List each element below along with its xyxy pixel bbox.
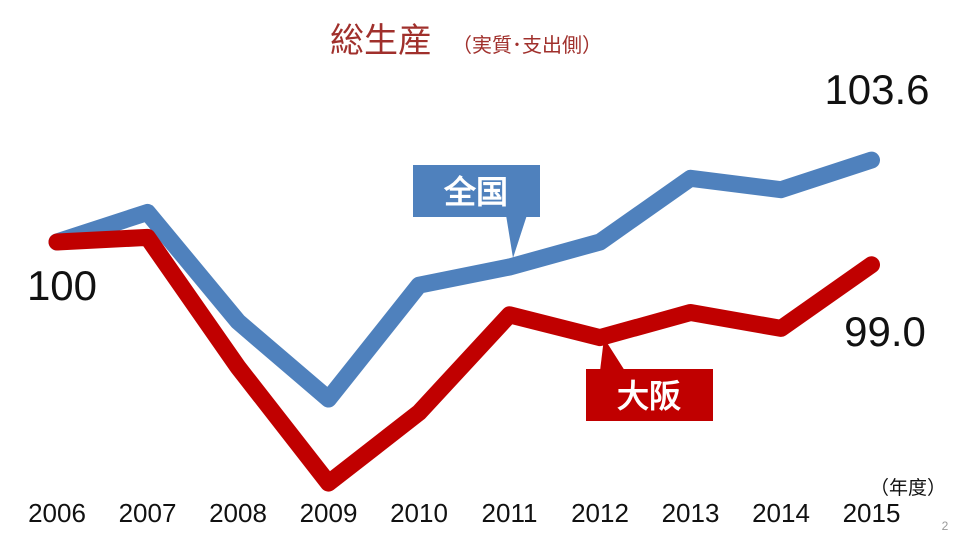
x-tick-label: 2006 [28,498,86,528]
start-value-label: 100 [27,262,97,309]
x-tick-label: 2013 [662,498,720,528]
x-tick-label: 2015 [843,498,901,528]
x-unit-label: （年度） [870,477,946,499]
chart-title: 総生産 [330,21,432,61]
page-number: 2 [942,519,949,533]
x-tick-label: 2007 [119,498,177,528]
x-tick-label: 2008 [209,498,267,528]
x-tick-label: 2010 [390,498,448,528]
callout-national-label: 全国 [443,173,508,211]
callout-national: 全国 [413,165,540,258]
chart-subtitle: （実質･支出側） [452,33,602,57]
end-value-osaka: 99.0 [844,308,926,355]
series-line-0 [48,151,880,408]
x-tick-label: 2012 [571,498,629,528]
callout-osaka-label: 大阪 [617,377,681,415]
x-tick-label: 2014 [752,498,810,528]
x-tick-label: 2011 [482,498,538,528]
series-line-1 [48,228,880,492]
x-tick-label: 2009 [300,498,358,528]
callout-osaka: 大阪 [586,338,713,421]
end-value-national: 103.6 [824,66,929,113]
